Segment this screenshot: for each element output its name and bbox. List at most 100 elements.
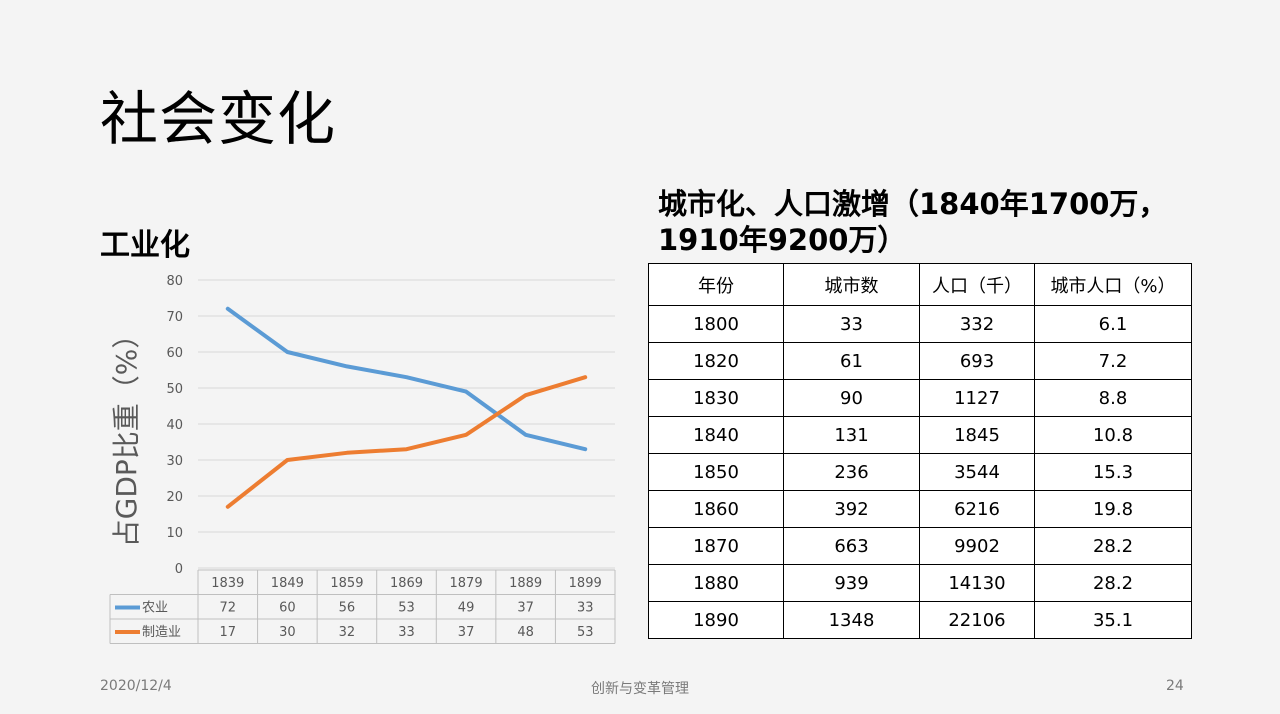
data-point: [524, 393, 528, 397]
series-line-1: [225, 375, 588, 509]
data-point: [583, 375, 587, 379]
table-cell: 1348: [783, 601, 920, 639]
footer-date: 2020/12/4: [100, 678, 172, 694]
table-cell: 22106: [919, 601, 1035, 639]
table-cell: 1830: [648, 379, 784, 417]
data-label: 56: [339, 601, 356, 616]
data-label: 33: [577, 601, 594, 616]
y-axis-label: 占GDP比重（%）: [110, 321, 143, 548]
data-label: 53: [577, 625, 594, 640]
data-point: [345, 451, 349, 455]
table-cell: 35.1: [1034, 601, 1192, 639]
table-cell: 332: [919, 305, 1035, 343]
table-cell: 6216: [919, 490, 1035, 528]
table-cell: 90: [783, 379, 920, 417]
table-cell: 33: [783, 305, 920, 343]
data-label: 17: [220, 625, 237, 640]
x-tick-label: 1899: [569, 576, 602, 591]
table-cell: 1820: [648, 342, 784, 380]
table-cell: 1880: [648, 564, 784, 602]
table-cell: 19.8: [1034, 490, 1192, 528]
data-label: 72: [220, 601, 237, 616]
y-tick-label: 10: [166, 526, 183, 541]
x-tick-label: 1849: [271, 576, 304, 591]
table-body: 1800 33 332 6.1 1820 61 693 7.2 1830 90 1127 8.8 184…: [648, 305, 1192, 639]
table-row: 1880 939 14130 28.2: [648, 564, 1192, 602]
chart-svg: 0 10 20 30 40 50 60 70 80 占GDP比重（%） 1839 1849 1859 18…: [109, 274, 616, 644]
table-cell: 3544: [919, 453, 1035, 491]
data-point: [226, 505, 230, 509]
table-cell: 7.2: [1034, 342, 1192, 380]
table-cell: 61: [783, 342, 920, 380]
header-population: 人口（千）: [919, 263, 1035, 306]
table-cell: 28.2: [1034, 527, 1192, 565]
table-row: 1820 61 693 7.2: [648, 342, 1192, 380]
series-line-0: [225, 306, 588, 452]
data-label: 30: [279, 625, 296, 640]
data-point: [285, 350, 289, 354]
data-point: [524, 433, 528, 437]
data-label: 53: [398, 601, 415, 616]
x-tick-label: 1859: [330, 576, 363, 591]
table-cell: 1845: [919, 416, 1035, 454]
x-tick-label: 1889: [509, 576, 542, 591]
footer-page-number: 24: [1166, 678, 1184, 694]
table-cell: 1127: [919, 379, 1035, 417]
legend-label: 制造业: [142, 625, 181, 640]
data-label: 49: [458, 601, 475, 616]
y-tick-label: 0: [175, 562, 183, 577]
table-cell: 1890: [648, 601, 784, 639]
table-row: 1860 392 6216 19.8: [648, 490, 1192, 528]
table-cell: 15.3: [1034, 453, 1192, 491]
table-cell: 6.1: [1034, 305, 1192, 343]
table-cell: 28.2: [1034, 564, 1192, 602]
table-row: 1800 33 332 6.1: [648, 305, 1192, 343]
data-point: [285, 458, 289, 462]
table-row: 1870 663 9902 28.2: [648, 527, 1192, 565]
data-label: 37: [517, 601, 534, 616]
x-tick-label: 1879: [450, 576, 483, 591]
table-header-row: 年份 城市数 人口（千） 城市人口（%）: [648, 263, 1192, 306]
right-heading-line1: 城市化、人口激增（1840年1700万，: [658, 187, 1168, 221]
data-label: 37: [458, 625, 475, 640]
table-row: 1830 90 1127 8.8: [648, 379, 1192, 417]
data-point: [226, 307, 230, 311]
data-label: 48: [517, 625, 534, 640]
y-tick-label: 70: [166, 310, 183, 325]
table-row: 1850 236 3544 15.3: [648, 453, 1192, 491]
y-tick-label: 60: [166, 346, 183, 361]
table-cell: 1850: [648, 453, 784, 491]
data-label: 33: [398, 625, 415, 640]
data-point: [405, 447, 408, 451]
footer-center: 创新与变革管理: [591, 681, 689, 697]
data-point: [405, 375, 408, 379]
table-cell: 1800: [648, 305, 784, 343]
legend-label: 农业: [142, 601, 168, 616]
data-label: 60: [279, 601, 296, 616]
header-year: 年份: [648, 263, 784, 306]
table-cell: 939: [783, 564, 920, 602]
table-cell: 1860: [648, 490, 784, 528]
x-tick-label: 1869: [390, 576, 423, 591]
urbanization-table: 年份 城市数 人口（千） 城市人口（%） 1800 33 332 6.1 1820 61 6…: [648, 263, 1192, 639]
table-cell: 663: [783, 527, 920, 565]
header-city-count: 城市数: [783, 263, 920, 306]
table-row: 1890 1348 22106 35.1: [648, 601, 1192, 639]
data-point: [345, 364, 349, 368]
data-point: [583, 447, 587, 451]
table-cell: 131: [783, 416, 920, 454]
table-cell: 1840: [648, 416, 784, 454]
data-point: [464, 390, 468, 394]
data-point: [464, 433, 468, 437]
x-tick-label: 1839: [211, 576, 244, 591]
y-tick-label: 20: [166, 490, 183, 505]
table-row: 1840 131 1845 10.8: [648, 416, 1192, 454]
table-cell: 10.8: [1034, 416, 1192, 454]
table-cell: 693: [919, 342, 1035, 380]
table-cell: 9902: [919, 527, 1035, 565]
table-cell: 1870: [648, 527, 784, 565]
right-heading-line2: 1910年9200万）: [658, 223, 907, 257]
header-urban-pct: 城市人口（%）: [1034, 263, 1192, 306]
industrialization-chart: 0 10 20 30 40 50 60 70 80 占GDP比重（%） 1839 1849 1859 18…: [100, 262, 620, 652]
y-tick-label: 80: [166, 274, 183, 289]
